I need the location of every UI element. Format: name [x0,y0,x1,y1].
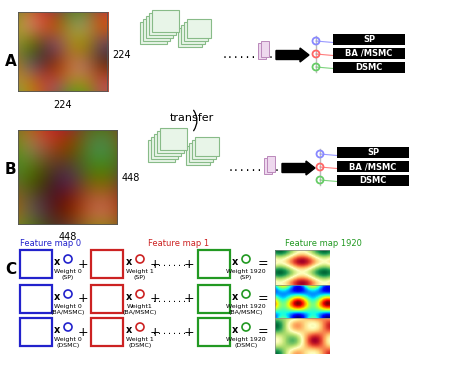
Bar [198,318,230,346]
Text: ..........: .......... [222,50,281,60]
Text: =: = [258,293,268,306]
Bar [91,285,123,313]
Bar [146,16,173,38]
Bar [333,62,405,73]
Bar [149,13,176,35]
Text: SP: SP [363,35,375,44]
Text: Weight 1920
(SP): Weight 1920 (SP) [226,269,266,280]
Text: =: = [258,258,268,270]
Text: ..........: .......... [228,163,287,173]
Bar [152,10,179,32]
Text: ........: ........ [152,327,192,336]
Text: DSMC: DSMC [356,63,383,72]
Text: +: + [150,258,160,270]
Text: SP: SP [367,148,379,157]
Bar [91,318,123,346]
Text: x: x [126,257,132,267]
Text: Weight 1920
(DSMC): Weight 1920 (DSMC) [226,337,266,348]
FancyArrow shape [282,161,315,175]
Bar [267,156,275,172]
Text: x: x [232,292,238,302]
Text: Weight1
(BA/MSMC): Weight1 (BA/MSMC) [123,304,157,315]
Bar [181,25,205,44]
Bar [333,48,405,59]
Text: +: + [78,326,88,339]
Text: x: x [232,325,238,335]
Text: Weight 1
(DSMC): Weight 1 (DSMC) [126,337,154,348]
Text: x: x [54,257,60,267]
Bar [140,22,167,44]
Text: Weight 0
(SP): Weight 0 (SP) [54,269,82,280]
Text: Weight 0
(DSMC): Weight 0 (DSMC) [54,337,82,348]
Text: ........: ........ [152,295,192,303]
Bar [192,140,216,159]
Text: Feature map 0: Feature map 0 [20,239,81,248]
Text: 448: 448 [59,232,77,242]
Bar [195,137,219,156]
Text: C: C [5,262,16,278]
Text: =: = [258,326,268,339]
Text: 448: 448 [122,173,140,183]
Text: +: + [150,293,160,306]
Bar [198,285,230,313]
Text: BA /MSMC: BA /MSMC [349,162,397,171]
Bar [160,128,187,150]
Text: Weight 1
(SP): Weight 1 (SP) [126,269,154,280]
Bar [154,134,181,156]
Bar [91,250,123,278]
Text: transfer: transfer [170,113,214,123]
Bar [198,250,230,278]
Text: +: + [184,326,194,339]
Text: Feature map 1920: Feature map 1920 [285,239,362,248]
Text: DSMC: DSMC [359,176,387,185]
Text: +: + [78,293,88,306]
Text: x: x [232,257,238,267]
Text: B: B [5,162,17,178]
Bar [189,143,213,162]
Bar [148,140,175,162]
Text: BA /MSMC: BA /MSMC [346,49,392,58]
Text: x: x [126,325,132,335]
FancyArrow shape [276,48,309,62]
Text: +: + [150,326,160,339]
Text: 224: 224 [54,100,73,110]
Text: +: + [184,293,194,306]
Text: A: A [5,54,17,70]
Bar [143,19,170,41]
Text: Weight 0
(BA/MSMC): Weight 0 (BA/MSMC) [51,304,85,315]
Bar [151,137,178,159]
Bar [261,41,269,57]
Text: +: + [78,258,88,270]
Bar [184,22,208,41]
FancyArrowPatch shape [194,110,197,131]
Text: x: x [54,325,60,335]
Bar [258,43,266,59]
Bar [20,250,52,278]
Text: ........: ........ [152,259,192,269]
Bar [337,161,409,172]
Text: Weight 1920
(BA/MSMC): Weight 1920 (BA/MSMC) [226,304,266,315]
Bar [20,318,52,346]
Text: +: + [184,258,194,270]
Text: x: x [126,292,132,302]
Bar [20,285,52,313]
Bar [337,147,409,158]
Bar [337,175,409,186]
Bar [333,34,405,45]
Text: Feature map 1: Feature map 1 [148,239,209,248]
Bar [186,146,210,165]
Text: 224: 224 [112,50,131,60]
Bar [264,158,272,174]
Text: x: x [54,292,60,302]
Bar [187,19,211,38]
Bar [157,131,184,153]
Bar [178,28,202,47]
